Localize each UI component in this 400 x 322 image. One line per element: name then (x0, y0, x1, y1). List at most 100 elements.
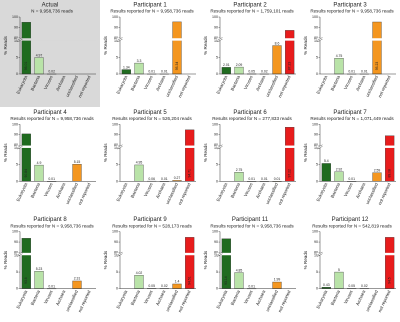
value-label: 93.14 (224, 276, 228, 285)
axis-break (317, 252, 396, 256)
bar (172, 283, 182, 289)
y-tick-label: 10 (114, 146, 118, 150)
y-tick-label: 0 (16, 179, 18, 183)
x-tick-label: Bacteria (330, 289, 342, 306)
value-label: 0.27 (174, 176, 181, 180)
x-tick-label: not reported (377, 289, 392, 313)
value-label: 4.75 (336, 54, 343, 58)
y-tick-label: 80 (14, 36, 18, 40)
bar (234, 272, 244, 289)
x-tick-label: Archaea (55, 182, 67, 199)
value-label: 0.01 (248, 177, 255, 181)
value-label: 0.02 (361, 284, 368, 288)
x-tick-label: not reported (277, 74, 292, 98)
y-tick-label: 5 (116, 270, 118, 274)
y-tick-label: 10 (114, 39, 118, 43)
panel-subtitle: Results reported for N = 1,071,449 reads (310, 116, 394, 121)
x-tick-label: Archaea (55, 289, 67, 306)
y-tick-label: 100 (212, 230, 218, 234)
x-tick-label: Bacteria (30, 182, 42, 199)
value-label: 0.05 (148, 284, 155, 288)
y-tick-label: 10 (314, 39, 318, 43)
x-tick-label: Eukaryota (15, 289, 28, 310)
panel-subtitle: Results reported for N = 277,833 reads (212, 116, 292, 121)
value-label: 95.34 (175, 62, 179, 71)
value-label: 2.59 (374, 168, 381, 172)
y-tick-label: 5 (216, 270, 218, 274)
y-tick-label: 90 (14, 25, 18, 29)
x-tick-label: Eukaryota (115, 74, 128, 95)
x-tick-label: Archaea (55, 74, 67, 91)
panel-title: Participant 3 (333, 3, 367, 9)
y-axis-label: % Reads (303, 250, 308, 269)
y-tick-label: 0 (316, 287, 318, 291)
break-mark (117, 144, 123, 148)
x-tick-label: Bacteria (30, 74, 42, 91)
axis-break (17, 145, 96, 148)
y-axis-label: % Reads (103, 35, 108, 54)
y-tick-label: 90 (214, 240, 218, 244)
y-tick-label: 0 (116, 287, 118, 291)
y-tick-label: 5 (316, 55, 318, 59)
x-tick-label: Bacteria (230, 182, 242, 199)
bar (272, 281, 282, 289)
panel-title: Participant 2 (233, 3, 267, 9)
y-axis-label: % Reads (303, 143, 308, 162)
value-label: 3.3 (137, 59, 142, 63)
value-label: 0.01 (274, 177, 281, 181)
x-tick-label: Archaea (255, 289, 267, 306)
break-mark (217, 37, 223, 41)
y-tick-label: 100 (112, 230, 118, 234)
y-tick-label: 100 (112, 122, 118, 126)
bar (34, 57, 44, 75)
x-tick-label: Eukaryota (15, 182, 28, 203)
bar (334, 58, 344, 75)
value-label: 0.02 (48, 70, 55, 74)
panel-title: Participant 1 (133, 3, 167, 9)
y-tick-label: 80 (114, 143, 118, 147)
y-tick-label: 90 (314, 240, 318, 244)
y-axis-label: % Reads (203, 35, 208, 54)
axis-break (217, 145, 296, 148)
value-label: 5.15 (74, 160, 81, 164)
panel-background (0, 0, 100, 107)
bar (134, 275, 144, 289)
y-axis-label: % Reads (3, 143, 8, 162)
x-tick-label: Archaea (155, 182, 167, 199)
break-mark (17, 146, 23, 150)
break-mark (17, 144, 23, 148)
y-tick-label: 80 (14, 250, 18, 254)
value-label: 2.31 (74, 277, 81, 281)
bar (221, 67, 231, 75)
value-label: 0.01 (248, 284, 255, 288)
x-tick-label: Archaea (355, 182, 367, 199)
axis-break (117, 38, 196, 41)
y-tick-label: 80 (314, 250, 318, 254)
y-tick-label: 100 (212, 122, 218, 126)
panel-subtitle: N = 9,958,736 reads (31, 9, 73, 14)
y-tick-label: 100 (12, 15, 18, 19)
bar (134, 164, 144, 182)
x-tick-label: not reported (277, 182, 292, 206)
value-label: 94.5 (388, 277, 392, 284)
axis-break (317, 145, 396, 148)
y-tick-label: 0 (16, 287, 18, 291)
x-tick-label: Eukaryota (215, 289, 228, 310)
x-tick-label: Eukaryota (115, 289, 128, 310)
value-label: 2.92 (336, 167, 343, 171)
value-label: 0.06 (148, 177, 155, 181)
break-mark (117, 253, 123, 257)
value-label: 0.05 (248, 70, 255, 74)
y-tick-label: 90 (214, 25, 218, 29)
value-label: 4.9 (37, 161, 42, 165)
value-label: 0.01 (348, 70, 355, 74)
x-tick-label: not reported (177, 74, 192, 98)
value-label: 4.02 (136, 271, 143, 275)
y-tick-label: 80 (214, 143, 218, 147)
y-tick-label: 0 (216, 179, 218, 183)
y-tick-label: 0 (16, 72, 18, 76)
y-tick-label: 10 (314, 253, 318, 257)
bar (121, 69, 131, 75)
